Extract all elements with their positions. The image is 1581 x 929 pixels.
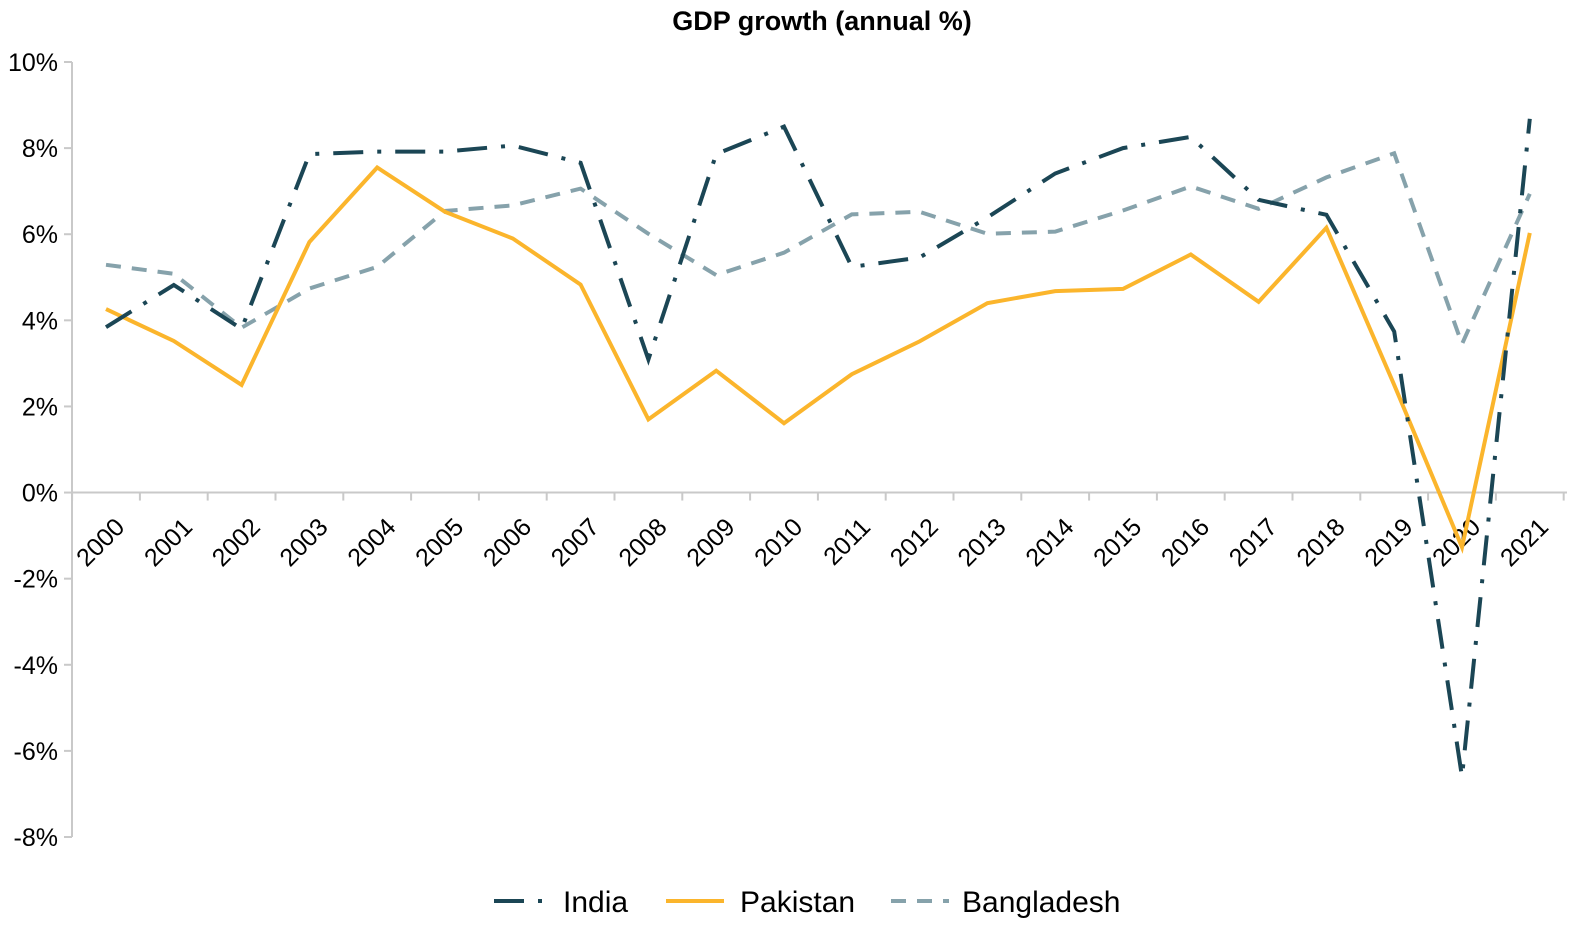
x-tick-label: 2008 [614,513,673,572]
legend-label-pakistan: Pakistan [740,886,855,919]
legend: India Pakistan Bangladesh [494,886,1120,919]
x-tick-label: 2017 [1224,513,1283,572]
legend-label-india: India [563,886,628,919]
y-tick-label: -8% [14,824,58,852]
x-tick-label: 2015 [1088,513,1147,572]
x-tick-label: 2007 [546,513,605,572]
y-tick-label: 0% [22,480,58,508]
x-tick-label: 2014 [1020,513,1079,572]
x-tick-label: 2009 [681,513,740,572]
y-tick-label: 10% [8,49,58,77]
series-line-bangladesh [105,150,1532,350]
y-tick-label: 4% [22,307,58,335]
x-axis-ticks: 2000 2001 2002 2003 2004 2005 2006 2007 2008 2009… [71,492,1565,572]
y-tick-label: -2% [14,566,58,594]
y-tick-label: 6% [22,221,58,249]
y-axis-ticks: 10% 8% 6% 4% 2% 0% -2% -4% -6% -8% [8,49,72,852]
x-tick-label: 2002 [207,513,266,572]
y-tick-label: 2% [22,393,58,421]
x-tick-label: 2016 [1156,513,1215,572]
x-tick-label: 2013 [953,513,1012,572]
y-tick-label: -4% [14,652,58,680]
x-tick-label: 2005 [410,513,469,572]
x-tick-label: 2001 [139,513,198,572]
x-tick-label: 2003 [275,513,334,572]
x-tick-label: 2020 [1427,513,1486,572]
x-tick-label: 2012 [885,513,944,572]
legend-label-bangladesh: Bangladesh [962,886,1120,919]
series-lines [104,118,1532,778]
series-line-pakistan [105,164,1532,554]
x-tick-label: 2018 [1292,513,1351,572]
x-tick-label: 2010 [749,513,808,572]
x-tick-label: 2006 [478,513,537,572]
x-tick-label: 2011 [818,513,876,571]
x-tick-label: 2021 [1495,513,1554,572]
y-tick-label: -6% [14,738,58,766]
x-tick-label: 2019 [1359,513,1418,572]
y-tick-label: 8% [22,135,58,163]
chart-title: GDP growth (annual %) [672,6,972,36]
x-tick-label: 2000 [71,513,130,572]
x-tick-label: 2004 [342,513,401,572]
axes [71,62,1567,837]
series-line-india [104,118,1532,778]
